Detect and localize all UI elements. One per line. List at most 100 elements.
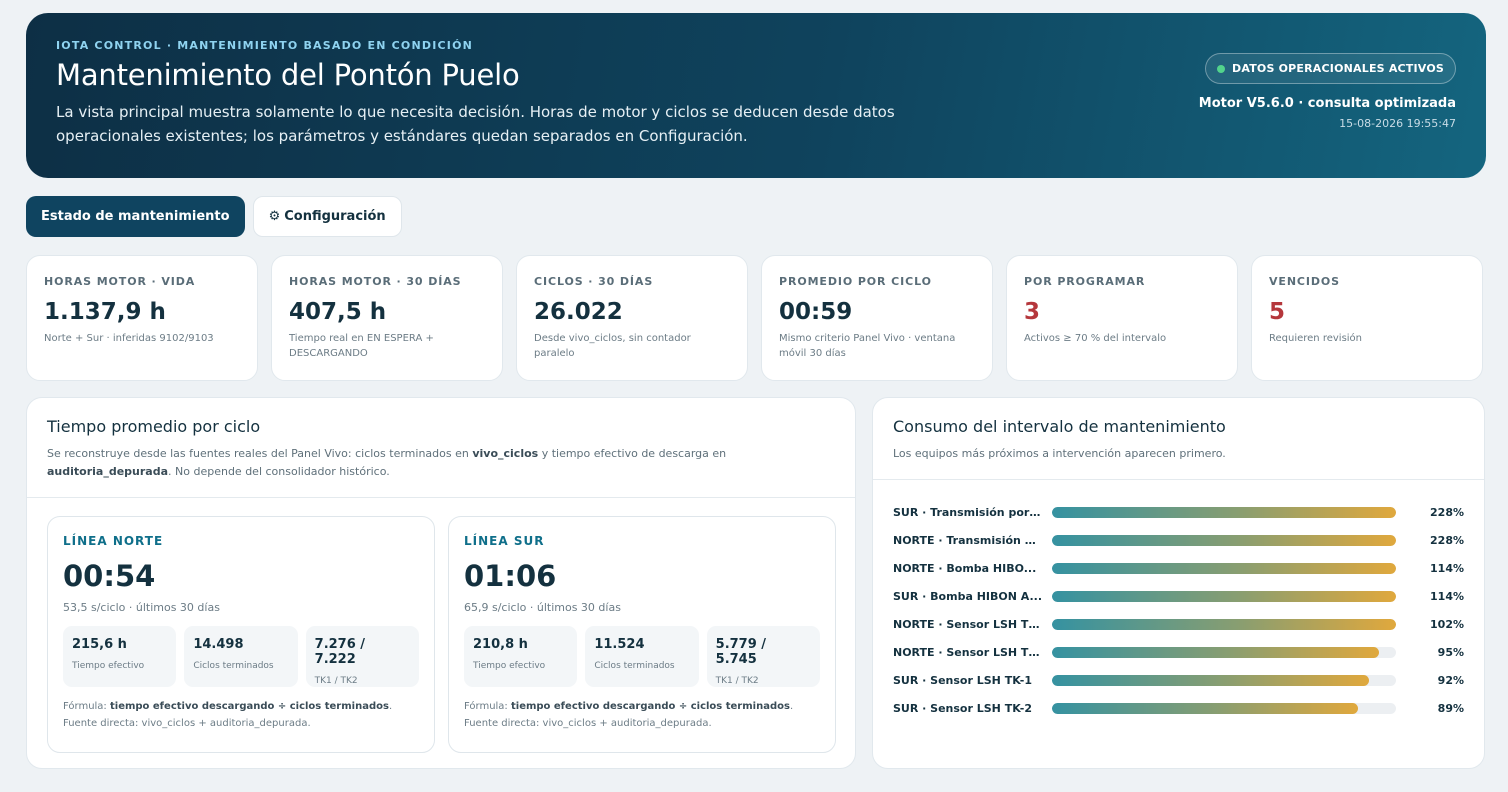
status-badge: DATOS OPERACIONALES ACTIVOS [1205,53,1456,84]
stat-value: 215,6 h [72,637,127,652]
percent-value: 228% [1430,533,1465,547]
tab-estado-mantenimiento[interactable]: Estado de mantenimiento [26,196,245,237]
kpi-row: HORAS MOTOR · VIDA 1.137,9 h Norte + Sur… [26,255,1483,381]
kpi-card-horas-vida: HORAS MOTOR · VIDA 1.137,9 h Norte + Sur… [26,255,258,381]
equipment-label: SUR · Bomba HIBON A... [893,589,1043,603]
line-name: LÍNEA SUR [464,534,545,548]
stat-value: 7.276 / 7.222 [314,637,366,667]
stat-value: 11.524 [594,637,645,652]
progress-track [1052,674,1397,686]
kpi-sub: Norte + Sur · inferidas 9102/9103 [44,333,214,344]
line-boxes: LÍNEA NORTE 00:54 53,5 s/ciclo · últimos… [27,498,855,771]
hero-banner: IOTA CONTROL · MANTENIMIENTO BASADO EN C… [26,13,1486,178]
kpi-value: 3 [1024,299,1041,325]
interval-bar-row: NORTE · Sensor LSH TK-2 95% [893,638,1464,666]
equipment-label: NORTE · Sensor LSH TK-2 [893,645,1043,659]
cycle-time-card: Tiempo promedio por ciclo Se reconstruye… [26,397,856,769]
equipment-label: SUR · Sensor LSH TK-1 [893,673,1032,687]
interval-bar-list: SUR · Transmisión por ... 228% NORTE · Tra… [873,480,1484,722]
progress-fill [1052,534,1397,546]
status-badge-label: DATOS OPERACIONALES ACTIVOS [1232,62,1444,75]
line-formula: Fórmula: tiempo efectivo descargando ÷ c… [63,701,393,729]
kpi-sub: Desde vivo_ciclos, sin contador paralelo [534,333,691,359]
kpi-label: PROMEDIO POR CICLO [779,275,932,288]
kpi-label: CICLOS · 30 DÍAS [534,275,654,288]
line-average: 01:06 [464,559,557,593]
tab-configuracion[interactable]: ⚙ Configuración [252,196,402,237]
stat-ciclos-terminados: 14.498 Ciclos terminados [184,626,298,687]
stat-label: Tiempo efectivo [473,661,546,671]
interval-bar-row: SUR · Transmisión por ... 228% [893,498,1464,526]
kpi-label: VENCIDOS [1269,275,1341,288]
line-average: 00:54 [63,559,156,593]
stat-tk1-tk2: 5.779 / 5.745 TK1 / TK2 [706,626,820,687]
interval-bar-row: NORTE · Bomba HIBO... 114% [893,554,1464,582]
tab-label: Estado de mantenimiento [41,209,230,224]
stat-value: 210,8 h [473,637,528,652]
interval-bar-row: SUR · Sensor LSH TK-1 92% [893,666,1464,694]
kpi-card-vencidos: VENCIDOS 5 Requieren revisión [1251,255,1483,381]
stat-tiempo-efectivo: 210,8 h Tiempo efectivo [464,626,578,687]
hero-status: DATOS OPERACIONALES ACTIVOS Motor V5.6.0… [1199,53,1456,130]
kpi-card-ciclos-30-dias: CICLOS · 30 DÍAS 26.022 Desde vivo_ciclo… [516,255,748,381]
stat-tiempo-efectivo: 215,6 h Tiempo efectivo [63,626,177,687]
kpi-card-promedio-ciclo: PROMEDIO POR CICLO 00:59 Mismo criterio … [761,255,993,381]
card-title: Consumo del intervalo de mantenimiento [893,417,1226,436]
progress-track [1052,618,1397,630]
card-description: Se reconstruye desde las fuentes reales … [47,447,727,478]
percent-value: 114% [1430,589,1465,603]
stat-label: TK1 / TK2 [715,676,759,686]
interval-consumption-card: Consumo del intervalo de mantenimiento L… [872,397,1485,769]
hero-description: La vista principal muestra solamente lo … [56,103,895,145]
kpi-value: 1.137,9 h [44,299,166,325]
line-rate: 65,9 s/ciclo · últimos 30 días [464,601,621,614]
line-norte-box: LÍNEA NORTE 00:54 53,5 s/ciclo · últimos… [47,516,435,753]
kpi-card-por-programar: POR PROGRAMAR 3 Activos ≥ 70 % del inter… [1006,255,1238,381]
percent-value: 89% [1437,701,1465,715]
timestamp: 15-08-2026 19:55:47 [1339,117,1456,130]
line-stats: 215,6 h Tiempo efectivo 14.498 Ciclos te… [63,626,419,687]
interval-bar-row: SUR · Bomba HIBON A... 114% [893,582,1464,610]
stat-value: 14.498 [193,637,244,652]
stat-label: Tiempo efectivo [72,661,145,671]
percent-value: 92% [1437,673,1465,687]
gear-icon: ⚙ [268,209,281,224]
kpi-value: 00:59 [779,299,853,325]
equipment-label: NORTE · Sensor LSH TK-1 [893,617,1043,631]
stat-label: Ciclos terminados [594,661,675,671]
line-rate: 53,5 s/ciclo · últimos 30 días [63,601,220,614]
progress-track [1052,702,1397,714]
line-stats: 210,8 h Tiempo efectivo 11.524 Ciclos te… [464,626,820,687]
kpi-sub: Activos ≥ 70 % del intervalo [1024,333,1167,344]
equipment-label: SUR · Transmisión por ... [893,505,1043,519]
progress-fill [1052,618,1397,630]
percent-value: 228% [1430,505,1465,519]
card-header: Consumo del intervalo de mantenimiento L… [873,398,1484,480]
kpi-value: 5 [1269,299,1286,325]
tab-label: Configuración [284,209,386,224]
stat-tk1-tk2: 7.276 / 7.222 TK1 / TK2 [305,626,419,687]
percent-value: 114% [1430,561,1465,575]
card-title: Tiempo promedio por ciclo [47,417,261,436]
line-formula: Fórmula: tiempo efectivo descargando ÷ c… [464,701,794,729]
kpi-sub: Tiempo real en EN ESPERA + DESCARGANDO [289,333,434,359]
progress-fill [1052,590,1397,602]
kpi-sub: Requieren revisión [1269,333,1363,344]
progress-fill [1052,562,1397,574]
interval-bar-row: NORTE · Transmisión p... 228% [893,526,1464,554]
progress-track [1052,506,1397,518]
line-name: LÍNEA NORTE [63,534,164,548]
stat-ciclos-terminados: 11.524 Ciclos terminados [585,626,699,687]
kpi-value: 407,5 h [289,299,387,325]
line-sur-box: LÍNEA SUR 01:06 65,9 s/ciclo · últimos 3… [448,516,836,753]
equipment-label: NORTE · Bomba HIBO... [893,561,1037,575]
progress-track [1052,646,1397,658]
page-title: Mantenimiento del Pontón Puelo [56,58,520,92]
equipment-label: NORTE · Transmisión p... [893,533,1043,547]
kpi-label: POR PROGRAMAR [1024,275,1146,288]
kpi-label: HORAS MOTOR · 30 DÍAS [289,275,462,288]
stat-label: TK1 / TK2 [314,676,358,686]
kpi-value: 26.022 [534,299,623,325]
progress-fill [1052,674,1369,686]
percent-value: 102% [1430,617,1465,631]
